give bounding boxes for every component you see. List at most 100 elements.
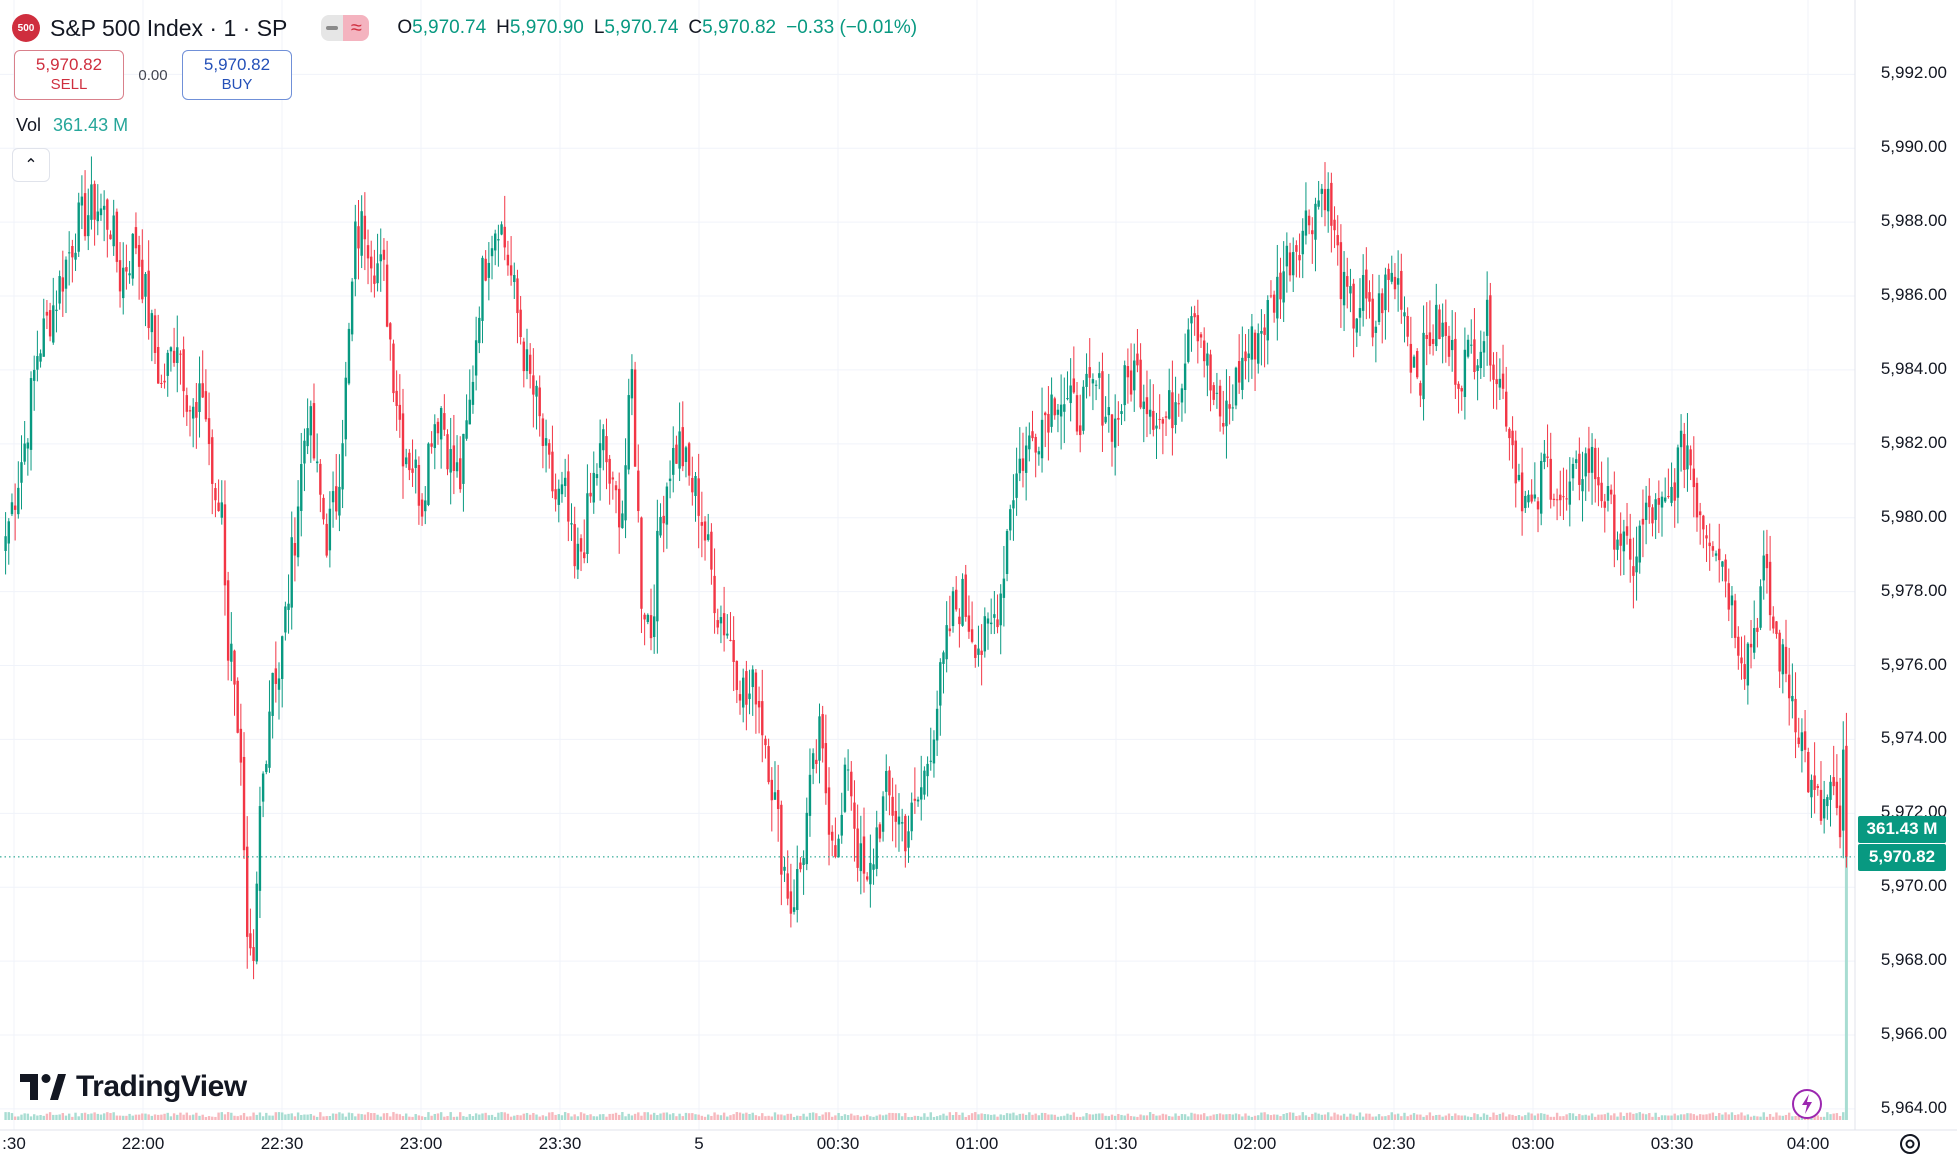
volume-bar (700, 1115, 704, 1120)
wave-icon[interactable]: ≈ (343, 15, 370, 41)
candle-body (605, 436, 608, 463)
collapse-legend-button[interactable]: ⌃ (12, 148, 50, 182)
minus-icon[interactable] (321, 15, 344, 41)
candle-body (729, 639, 732, 641)
candle-body (214, 488, 217, 501)
candle-body (77, 202, 80, 252)
volume-bar (910, 1116, 913, 1120)
gear-icon[interactable] (1896, 1130, 1924, 1158)
volume-bar (128, 1113, 131, 1120)
volume-bar (373, 1113, 376, 1120)
lightning-icon[interactable] (1791, 1088, 1823, 1120)
candle-body (945, 625, 948, 660)
volume-bar (230, 1112, 233, 1120)
volume-bar (1050, 1114, 1053, 1120)
volume-bar (376, 1114, 379, 1120)
candle-body (614, 485, 618, 491)
candle-body (376, 263, 379, 284)
candle-body (1826, 797, 1829, 807)
volume-bar (1063, 1115, 1066, 1120)
volume-bar (156, 1114, 160, 1120)
volume-bar (1123, 1115, 1126, 1120)
candle-body (1075, 395, 1079, 432)
candle-body (1168, 390, 1171, 419)
candle-body (754, 672, 758, 705)
volume-bar (1403, 1112, 1406, 1120)
volume-bar (878, 1114, 882, 1120)
sell-button[interactable]: 5,970.82 SELL (14, 50, 124, 100)
volume-bar (1009, 1113, 1012, 1120)
candle-body (1241, 357, 1244, 390)
volume-bar (926, 1116, 929, 1120)
change-value: −0.33 (−0.01%) (786, 17, 918, 38)
volume-bar (357, 1113, 360, 1120)
candle-body (935, 708, 939, 741)
candle-body (293, 543, 297, 556)
candle-body (303, 440, 306, 464)
candle-body (745, 671, 748, 705)
volume-bar (306, 1114, 309, 1120)
volume-bar (506, 1113, 510, 1120)
volume-bar (99, 1114, 103, 1120)
volume-bar (1450, 1116, 1454, 1120)
x-tick-label: 5 (694, 1134, 704, 1153)
volume-bar (1177, 1115, 1180, 1120)
candle-body (312, 403, 316, 459)
candle-body (1117, 417, 1120, 420)
candle-body (1155, 425, 1158, 429)
volume-bar (939, 1115, 942, 1120)
candle-body (748, 693, 751, 700)
candle-body (662, 515, 665, 524)
volume-bar (738, 1112, 742, 1120)
volume-bar (598, 1114, 602, 1120)
buy-button[interactable]: 5,970.82 BUY (182, 50, 292, 100)
candle-body (1374, 326, 1378, 333)
candle-body (1326, 188, 1330, 212)
candle-body (741, 677, 745, 708)
candle-body (1288, 252, 1292, 276)
volume-bar (7, 1112, 10, 1120)
chart-mode-toggle[interactable]: ≈ (321, 15, 370, 41)
volume-bar (401, 1116, 405, 1120)
volume-bar (509, 1116, 513, 1120)
candle-body (780, 804, 783, 875)
candle-body (1635, 556, 1638, 573)
volume-bar (1107, 1116, 1111, 1120)
volume-bar (741, 1113, 745, 1120)
tradingview-logo[interactable]: TradingView (20, 1070, 247, 1104)
candle-body (1129, 370, 1133, 395)
volume-bar (1419, 1114, 1422, 1120)
candle-body (751, 669, 754, 688)
candle-body (554, 489, 557, 500)
volume-bar (989, 1114, 993, 1120)
candle-body (1489, 295, 1492, 366)
volume-bar (366, 1112, 370, 1120)
candle-body (633, 369, 637, 467)
candle-body (395, 390, 398, 406)
candle-body (338, 486, 341, 516)
candle-body (1629, 538, 1632, 560)
symbol-title[interactable]: S&P 500 Index · 1 · SP (50, 14, 288, 41)
candle-body (246, 846, 249, 937)
candle-body (252, 947, 255, 961)
volume-bar (681, 1116, 684, 1120)
candle-body (964, 574, 967, 617)
candle-body (1705, 535, 1708, 539)
volume-bar (1393, 1114, 1397, 1120)
volume-bar (1263, 1112, 1266, 1120)
sell-label: SELL (50, 76, 88, 93)
y-tick-label: 5,980.00 (1880, 506, 1947, 526)
candle-body (576, 543, 580, 570)
volume-bar (764, 1116, 767, 1120)
candle-body (1702, 515, 1705, 530)
candle-body (608, 458, 611, 484)
candle-body (1775, 621, 1778, 635)
candle-body (239, 728, 243, 763)
volume-bar (1215, 1114, 1219, 1120)
volume-bar (1088, 1114, 1091, 1120)
volume-bar (280, 1112, 284, 1120)
volume-bar (36, 1115, 39, 1120)
volume-bar (932, 1116, 936, 1120)
volume-bar (1276, 1114, 1279, 1120)
